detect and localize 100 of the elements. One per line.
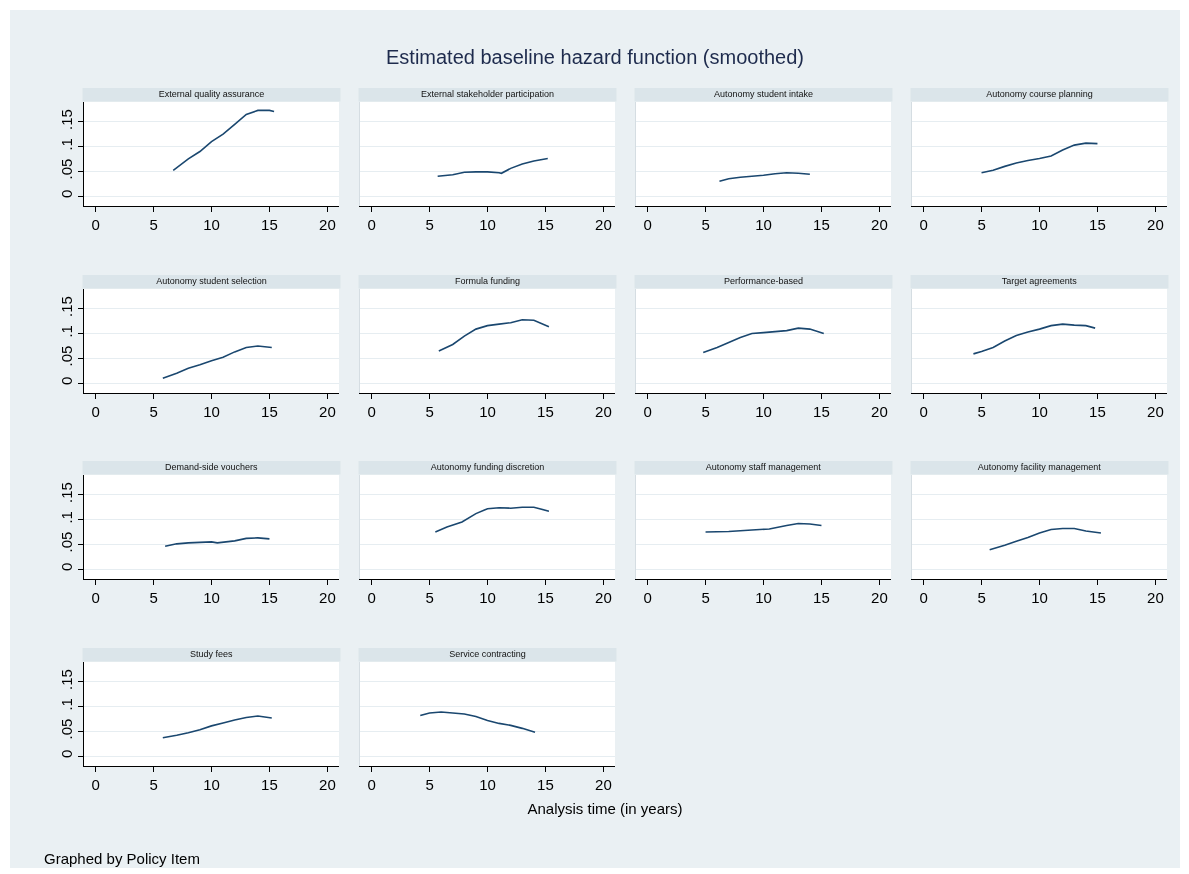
x-tick-label: 0: [91, 589, 100, 606]
x-tick-label: 5: [149, 403, 158, 420]
x-tick-label: 15: [537, 216, 554, 233]
x-tick-label: 0: [367, 776, 376, 793]
x-tick-label: 5: [149, 216, 158, 233]
x-tick-label: 10: [479, 776, 496, 793]
x-tick-label: 20: [871, 403, 888, 420]
x-tick-label: 20: [1147, 589, 1164, 606]
chart-title: Autonomy student selection: [156, 276, 267, 286]
chart-title: Demand-side vouchers: [164, 462, 259, 472]
x-tick-label: 15: [813, 589, 830, 606]
x-tick-label: 5: [425, 216, 434, 233]
x-tick-label: 15: [261, 776, 278, 793]
x-tick-label: 10: [479, 589, 496, 606]
x-tick-label: 5: [425, 776, 434, 793]
x-tick-label: 0: [919, 589, 928, 606]
x-tick-label: 5: [425, 403, 434, 420]
x-tick-label: 20: [1147, 216, 1164, 233]
y-tick-label: .1: [58, 325, 75, 338]
x-tick-label: 15: [1089, 589, 1106, 606]
y-tick-label: 0: [58, 189, 75, 199]
x-tick-label: 0: [643, 589, 652, 606]
x-tick-label: 0: [367, 216, 376, 233]
x-tick-label: 20: [871, 589, 888, 606]
text: Analysis time (in years): [526, 800, 684, 817]
x-tick-label: 15: [537, 403, 554, 420]
x-tick-label: 15: [813, 403, 830, 420]
x-tick-label: 0: [643, 216, 652, 233]
x-tick-label: 15: [261, 403, 278, 420]
x-tick-label: 5: [425, 589, 434, 606]
x-tick-label: 10: [203, 403, 220, 420]
y-tick-label: .1: [58, 698, 75, 711]
line-series: [172, 109, 275, 172]
text: Estimated baseline hazard function (smoothed): [385, 46, 805, 69]
x-tick-label: 5: [977, 216, 986, 233]
x-tick-label: 10: [755, 589, 772, 606]
chart-title: Formula funding: [454, 276, 521, 286]
line-series: [162, 345, 273, 379]
chart-title: Study fees: [189, 649, 234, 659]
chart-title: External stakeholder participation: [420, 89, 555, 99]
x-tick-label: 20: [871, 216, 888, 233]
x-tick-label: 15: [261, 216, 278, 233]
y-tick-label: .05: [58, 345, 75, 367]
x-tick-label: 10: [1031, 216, 1048, 233]
x-tick-label: 20: [595, 216, 612, 233]
x-tick-label: 5: [701, 589, 710, 606]
y-tick-label: .05: [58, 158, 75, 180]
x-tick-label: 0: [91, 776, 100, 793]
chart-title: Service contracting: [449, 649, 526, 659]
x-tick-label: 0: [91, 403, 100, 420]
x-tick-label: 5: [149, 589, 158, 606]
x-tick-label: 0: [367, 589, 376, 606]
line-series: [162, 715, 273, 739]
chart-title: Performance-based: [723, 276, 804, 286]
y-tick-label: .15: [58, 109, 75, 130]
chart-title: Target agreements: [1001, 276, 1078, 286]
x-tick-label: 5: [701, 403, 710, 420]
x-tick-label: 10: [203, 589, 220, 606]
x-tick-label: 10: [755, 403, 772, 420]
chart-title: Autonomy student intake: [713, 89, 814, 99]
x-tick-label: 20: [595, 776, 612, 793]
x-tick-label: 15: [537, 776, 554, 793]
x-tick-label: 5: [977, 403, 986, 420]
y-tick-label: .05: [58, 531, 75, 553]
x-tick-label: 20: [319, 216, 336, 233]
x-tick-label: 0: [919, 216, 928, 233]
y-tick-label: .15: [58, 669, 75, 690]
x-tick-label: 10: [203, 216, 220, 233]
x-tick-label: 20: [595, 403, 612, 420]
x-tick-label: 0: [919, 403, 928, 420]
x-tick-label: 10: [479, 403, 496, 420]
line-series: [164, 537, 271, 548]
y-tick-label: .15: [58, 296, 75, 317]
y-tick-label: .05: [58, 718, 75, 740]
x-tick-label: 15: [261, 589, 278, 606]
x-tick-label: 15: [813, 216, 830, 233]
chart-title: Autonomy staff management: [705, 462, 822, 472]
x-tick-label: 10: [203, 776, 220, 793]
x-tick-label: 20: [595, 589, 612, 606]
x-tick-label: 10: [755, 216, 772, 233]
x-tick-label: 20: [319, 776, 336, 793]
y-tick-label: .1: [58, 138, 75, 151]
x-tick-label: 15: [1089, 216, 1106, 233]
x-tick-label: 10: [1031, 403, 1048, 420]
y-tick-label: .1: [58, 511, 75, 524]
x-tick-label: 10: [1031, 589, 1048, 606]
x-tick-label: 5: [701, 216, 710, 233]
x-tick-label: 10: [479, 216, 496, 233]
x-tick-label: 0: [91, 216, 100, 233]
chart-title: Autonomy funding discretion: [430, 462, 545, 472]
y-tick-label: 0: [58, 749, 75, 759]
x-tick-label: 15: [1089, 403, 1106, 420]
x-tick-label: 15: [537, 589, 554, 606]
chart-title: External quality assurance: [158, 89, 265, 99]
x-tick-label: 20: [1147, 403, 1164, 420]
x-tick-label: 0: [367, 403, 376, 420]
y-tick-label: 0: [58, 562, 75, 572]
y-tick-label: .15: [58, 482, 75, 503]
x-tick-label: 20: [319, 403, 336, 420]
y-tick-label: 0: [58, 376, 75, 386]
